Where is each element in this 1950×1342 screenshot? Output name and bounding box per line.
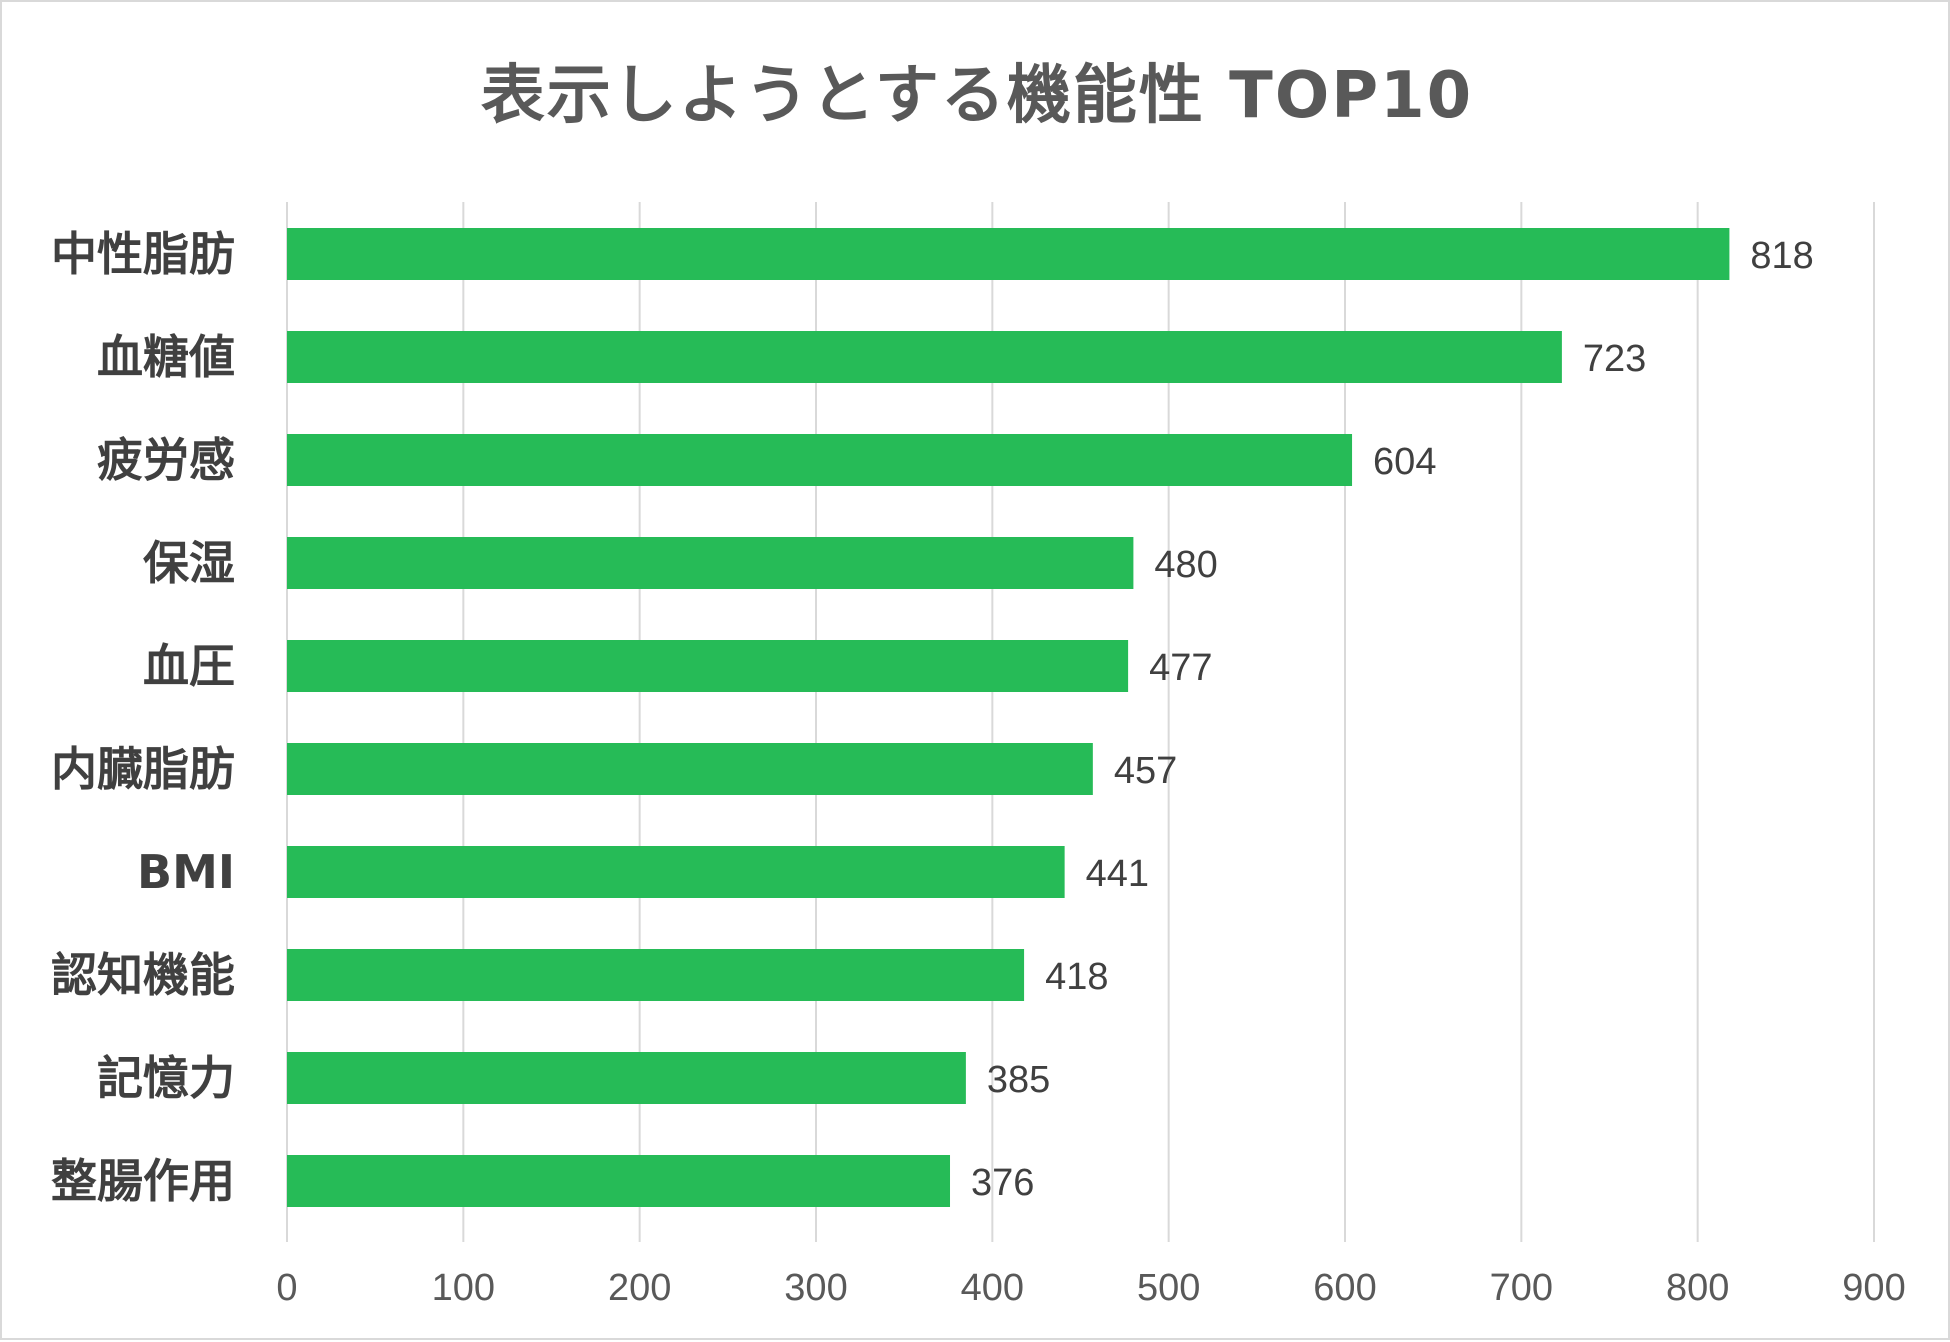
category-label: 疲労感 — [97, 433, 235, 487]
category-label: 血圧 — [143, 639, 235, 693]
bar — [287, 434, 1353, 486]
x-tick-label: 300 — [784, 1267, 847, 1309]
category-label: 保湿 — [143, 536, 235, 590]
x-tick-label: 0 — [276, 1267, 297, 1309]
x-tick-label: 200 — [608, 1267, 671, 1309]
category-label: 記憶力 — [97, 1051, 235, 1105]
bar — [287, 1155, 951, 1207]
value-label: 376 — [971, 1162, 1034, 1204]
value-label: 604 — [1373, 441, 1436, 483]
bars — [287, 228, 1730, 1207]
category-label: BMI — [137, 845, 235, 899]
bar — [287, 1052, 966, 1104]
value-label: 457 — [1114, 750, 1177, 792]
bar — [287, 537, 1134, 589]
value-label: 723 — [1583, 338, 1646, 380]
bar — [287, 949, 1025, 1001]
x-tick-label: 500 — [1137, 1267, 1200, 1309]
x-tick-label: 800 — [1666, 1267, 1729, 1309]
category-label: 中性脂肪 — [51, 227, 235, 281]
value-label: 818 — [1750, 235, 1813, 277]
value-label: 385 — [987, 1059, 1050, 1101]
x-tick-label: 400 — [961, 1267, 1024, 1309]
x-tick-label: 600 — [1313, 1267, 1376, 1309]
x-tick-label: 700 — [1490, 1267, 1553, 1309]
x-tick-label: 900 — [1842, 1267, 1905, 1309]
category-label: 整腸作用 — [51, 1154, 235, 1208]
x-tick-label: 100 — [432, 1267, 495, 1309]
value-label: 480 — [1154, 544, 1217, 586]
chart-title: 表示しようとする機能性 TOP10 — [480, 59, 1474, 133]
value-label: 418 — [1045, 956, 1108, 998]
category-label: 血糖値 — [97, 330, 235, 384]
bar — [287, 846, 1065, 898]
bar — [287, 331, 1562, 383]
value-label: 477 — [1149, 647, 1212, 689]
bar — [287, 228, 1730, 280]
bar — [287, 743, 1093, 795]
labels: 0 100 200 300 400 500 600 700 800 900 中性脂肪 818 血糖値 72… — [51, 227, 1906, 1309]
category-label: 内臓脂肪 — [51, 742, 235, 796]
value-label: 441 — [1086, 853, 1149, 895]
category-label: 認知機能 — [51, 948, 235, 1002]
bar — [287, 640, 1129, 692]
